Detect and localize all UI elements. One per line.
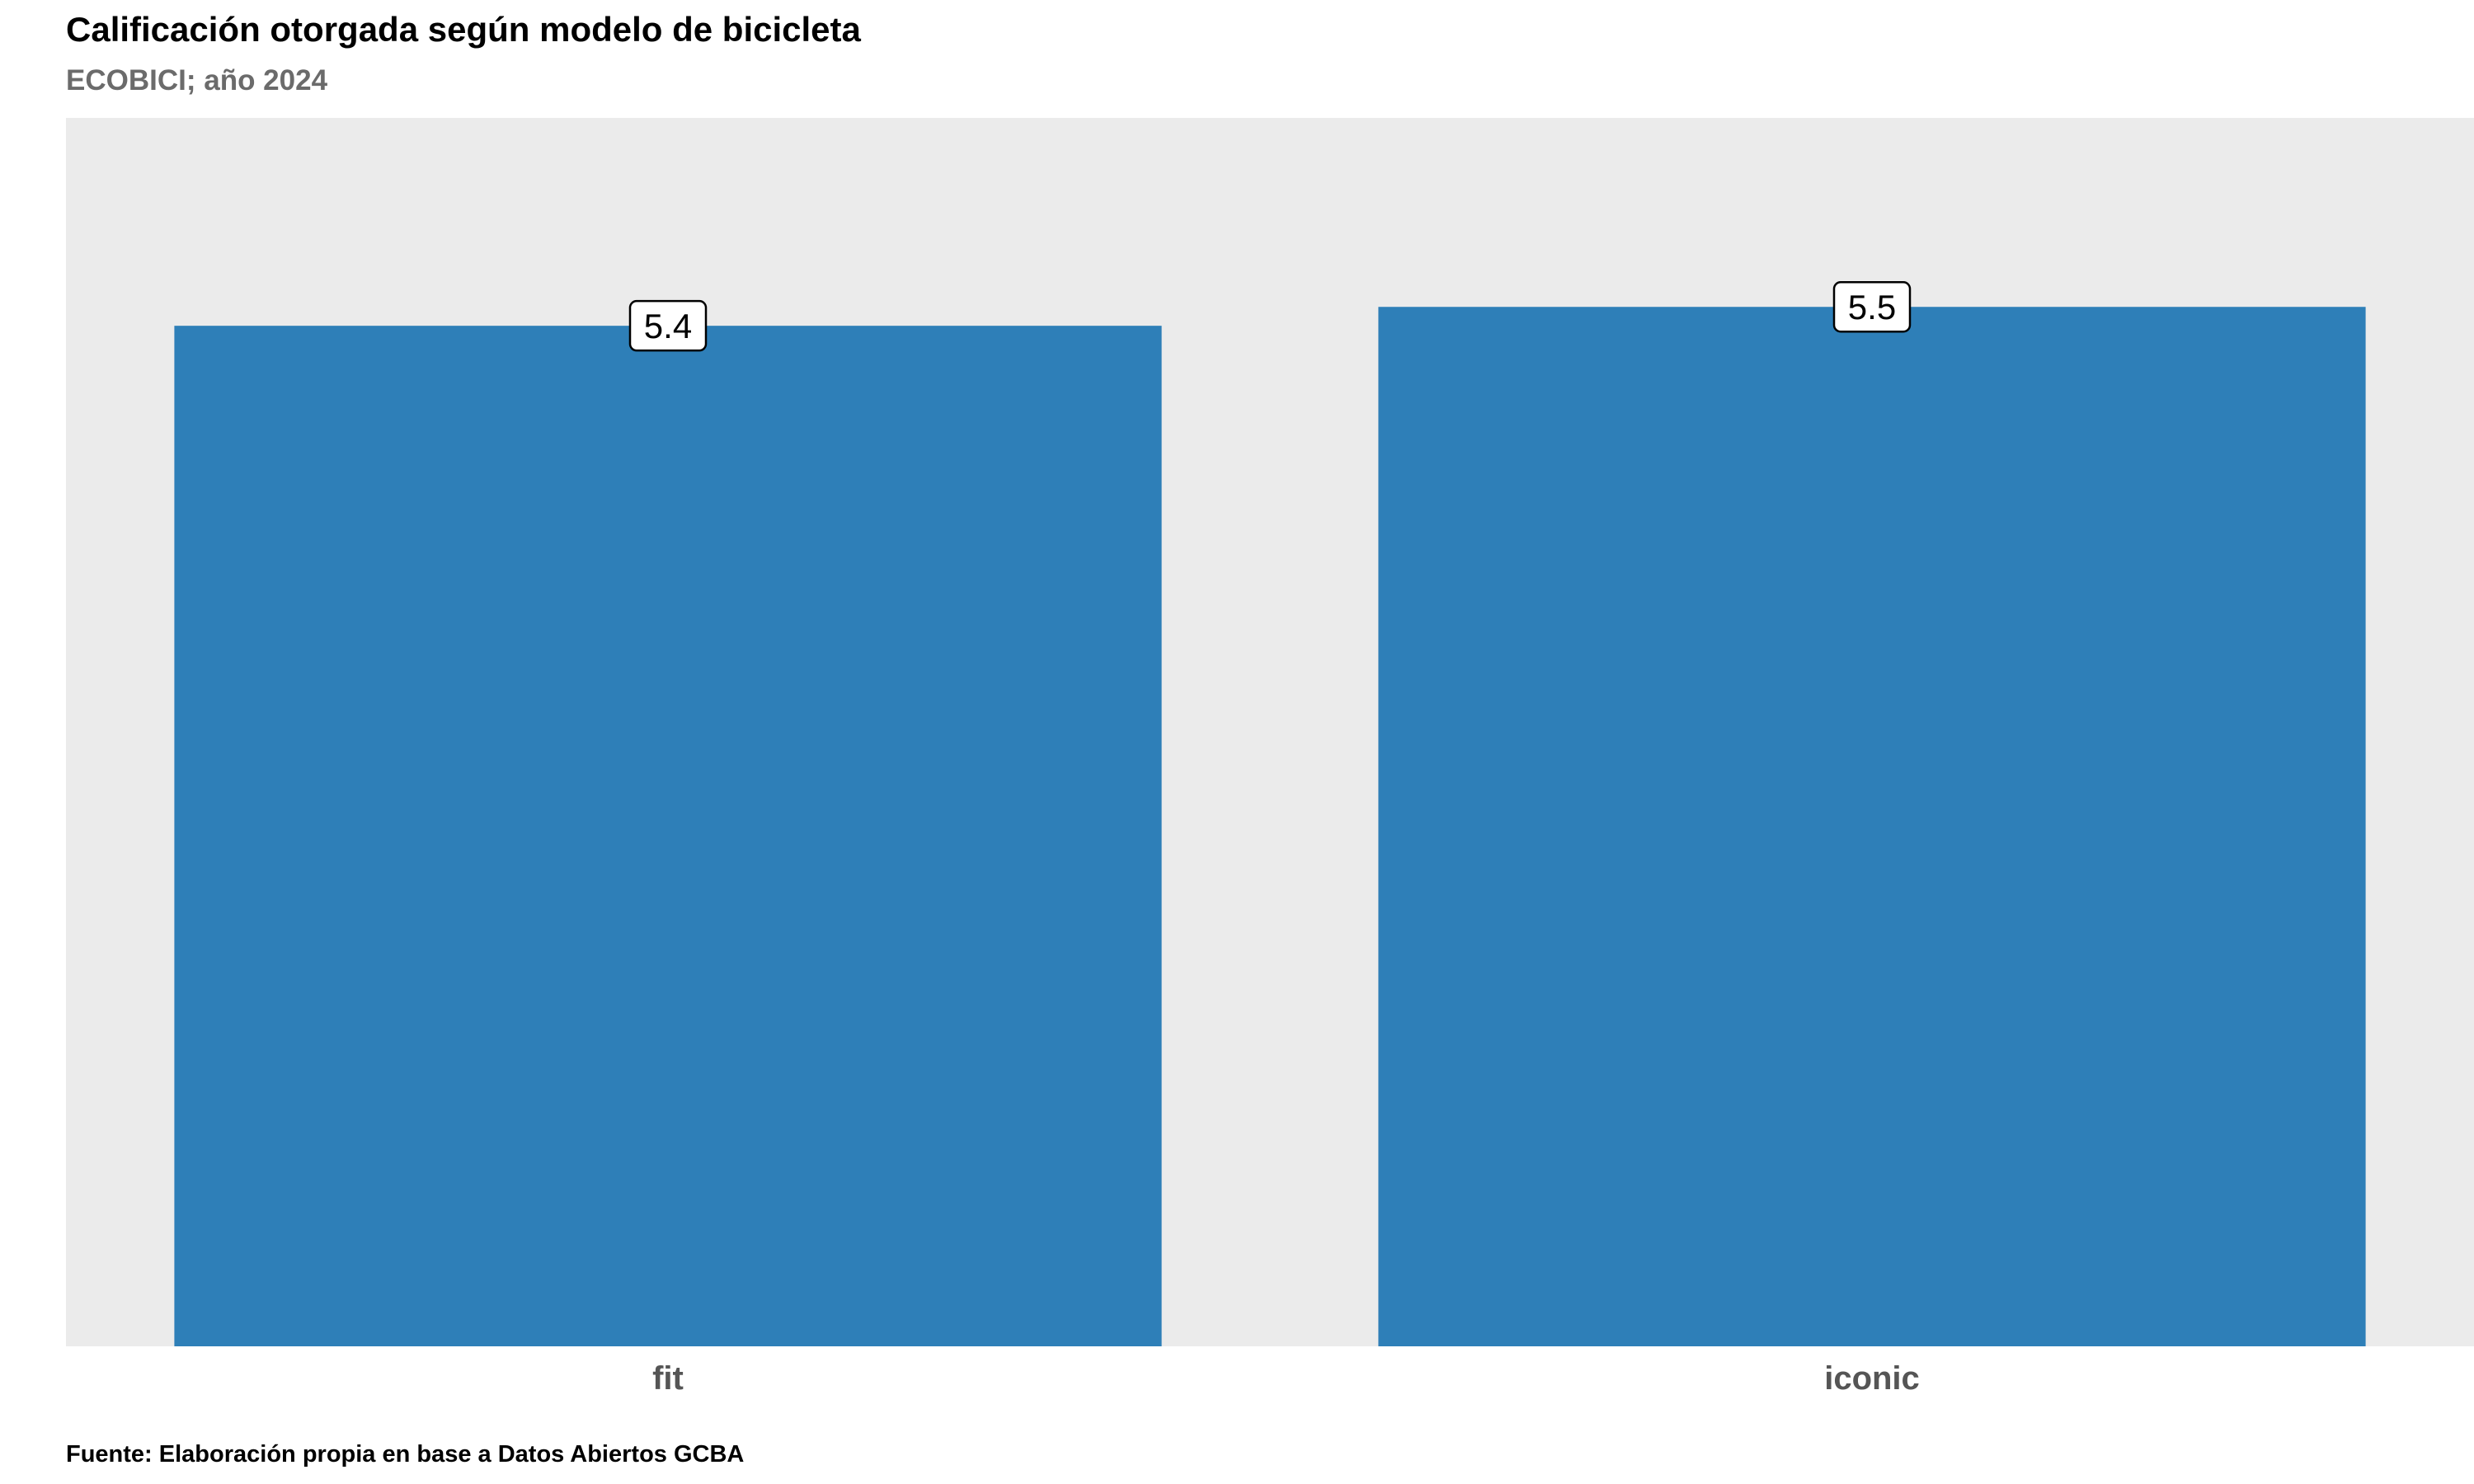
chart-subtitle: ECOBICI; año 2024 [66,64,328,96]
bar-iconic [1378,307,2366,1347]
data-label-box [628,299,708,352]
chart-title: Calificación otorgada según modelo de bi… [66,10,861,49]
data-label-box [1832,280,1912,333]
data-label-fit: 5.4 [628,299,708,352]
chart-caption: Fuente: Elaboración propia en base a Dat… [66,1441,745,1468]
x-tick-label-iconic: iconic [1824,1360,1920,1397]
data-label-iconic: 5.5 [1832,280,1912,333]
x-axis-tick-labels: fit iconic [652,1360,1920,1397]
bars-layer [174,307,2366,1347]
x-tick-label-fit: fit [652,1360,684,1397]
data-labels-layer: 5.4 5.5 [628,280,1912,352]
data-label-text: 5.5 [1848,288,1896,326]
data-label-text: 5.4 [644,307,692,345]
bar-fit [174,326,1162,1347]
